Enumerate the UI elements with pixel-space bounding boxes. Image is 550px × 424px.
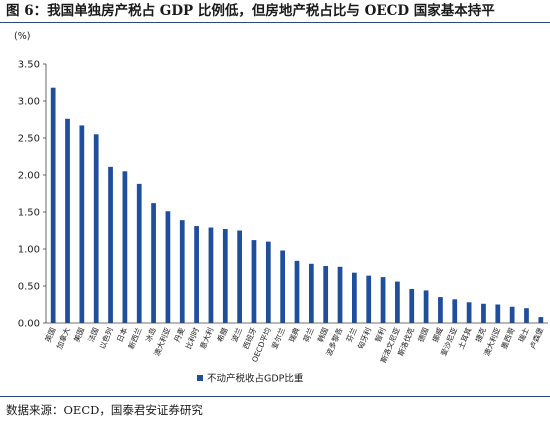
bar (151, 203, 156, 323)
bar (294, 260, 300, 323)
y-axis-unit-label: (%) (14, 31, 30, 42)
bar (524, 308, 529, 323)
x-tick-label: 美国 (71, 326, 86, 344)
x-tick-label: 波兰 (229, 325, 244, 343)
x-tick-label: 挪威 (430, 325, 445, 343)
bar (208, 227, 214, 323)
x-tick-label: 荷兰 (301, 325, 316, 343)
bottom-rule (0, 396, 550, 397)
bar (366, 275, 372, 323)
x-tick-label: 英国 (42, 326, 57, 344)
x-tick-label: 土耳其 (455, 325, 473, 350)
bar (495, 304, 501, 323)
y-tick-label: 1.00 (18, 245, 40, 256)
x-tick-label: 芬兰 (344, 325, 359, 343)
bar (179, 220, 185, 323)
x-tick-label: 韩国 (315, 326, 330, 344)
source-note: 数据来源：OECD，国泰君安证券研究 (6, 403, 203, 417)
bars-group (50, 87, 544, 324)
bar (50, 87, 56, 324)
x-tick-label: 希腊 (215, 325, 230, 343)
bar (237, 230, 242, 323)
x-tick-label: 丹麦 (172, 325, 187, 343)
bar (395, 281, 400, 323)
y-tick-label: 0.00 (18, 319, 40, 330)
top-rule (0, 22, 550, 23)
bar (136, 183, 142, 323)
bar (65, 118, 70, 323)
bar (466, 302, 472, 323)
bar (352, 272, 357, 323)
bar (122, 171, 128, 323)
bar (93, 134, 99, 323)
bar (337, 266, 343, 323)
bar (79, 125, 85, 323)
bar (380, 277, 386, 323)
bar (194, 226, 199, 323)
y-tick-label: 3.50 (18, 60, 40, 71)
x-tick-label: 法国 (85, 326, 100, 344)
bar (409, 288, 415, 323)
y-axis: 0.00 0.50 1.00 1.50 2.00 2.50 3.00 3.50 (18, 60, 47, 330)
x-tick-label: 冰岛 (143, 326, 158, 344)
x-tick-label: 新西兰 (126, 325, 144, 350)
y-tick-label: 2.50 (18, 134, 40, 145)
legend-swatch (197, 375, 203, 381)
bar (438, 297, 443, 323)
x-tick-label: 爱尔兰 (269, 325, 287, 350)
bar (423, 290, 429, 323)
bar (251, 240, 257, 323)
bar (538, 317, 544, 323)
x-tick-label: 瑞典 (286, 325, 301, 343)
x-tick-label: 墨西哥 (499, 326, 516, 351)
bar (323, 266, 329, 323)
bar (452, 299, 458, 323)
bar (308, 263, 314, 323)
x-tick-label: 智利 (372, 326, 387, 344)
legend-label: 不动产税收占GDP比重 (207, 373, 304, 385)
bar (481, 303, 486, 323)
bar (265, 241, 271, 323)
y-tick-label: 0.50 (18, 282, 40, 293)
x-tick-label: 卢森堡 (527, 325, 545, 350)
y-tick-label: 2.00 (18, 171, 40, 182)
bar (108, 166, 113, 323)
x-tick-label: 瑞士 (516, 325, 531, 343)
x-tick-label: 加拿大 (54, 325, 72, 350)
y-tick-label: 1.50 (18, 208, 40, 219)
x-tick-label: 捷克 (473, 325, 488, 343)
x-tick-label: 日本 (114, 325, 129, 343)
figure-title: 图 6：我国单独房产税占 GDP 比例低，但房地产税占比与 OECD 国家基本持… (6, 3, 495, 19)
x-tick-label: 德国 (415, 326, 430, 344)
bar (509, 306, 515, 323)
bar-chart: (%) 0.00 0.50 1.00 1.50 2.00 2.50 3.00 3.50 英国加… (14, 31, 548, 385)
bar (222, 229, 228, 323)
y-tick-label: 3.00 (18, 97, 40, 108)
bar (165, 211, 171, 323)
bar (280, 250, 286, 323)
legend: 不动产税收占GDP比重 (197, 373, 304, 385)
